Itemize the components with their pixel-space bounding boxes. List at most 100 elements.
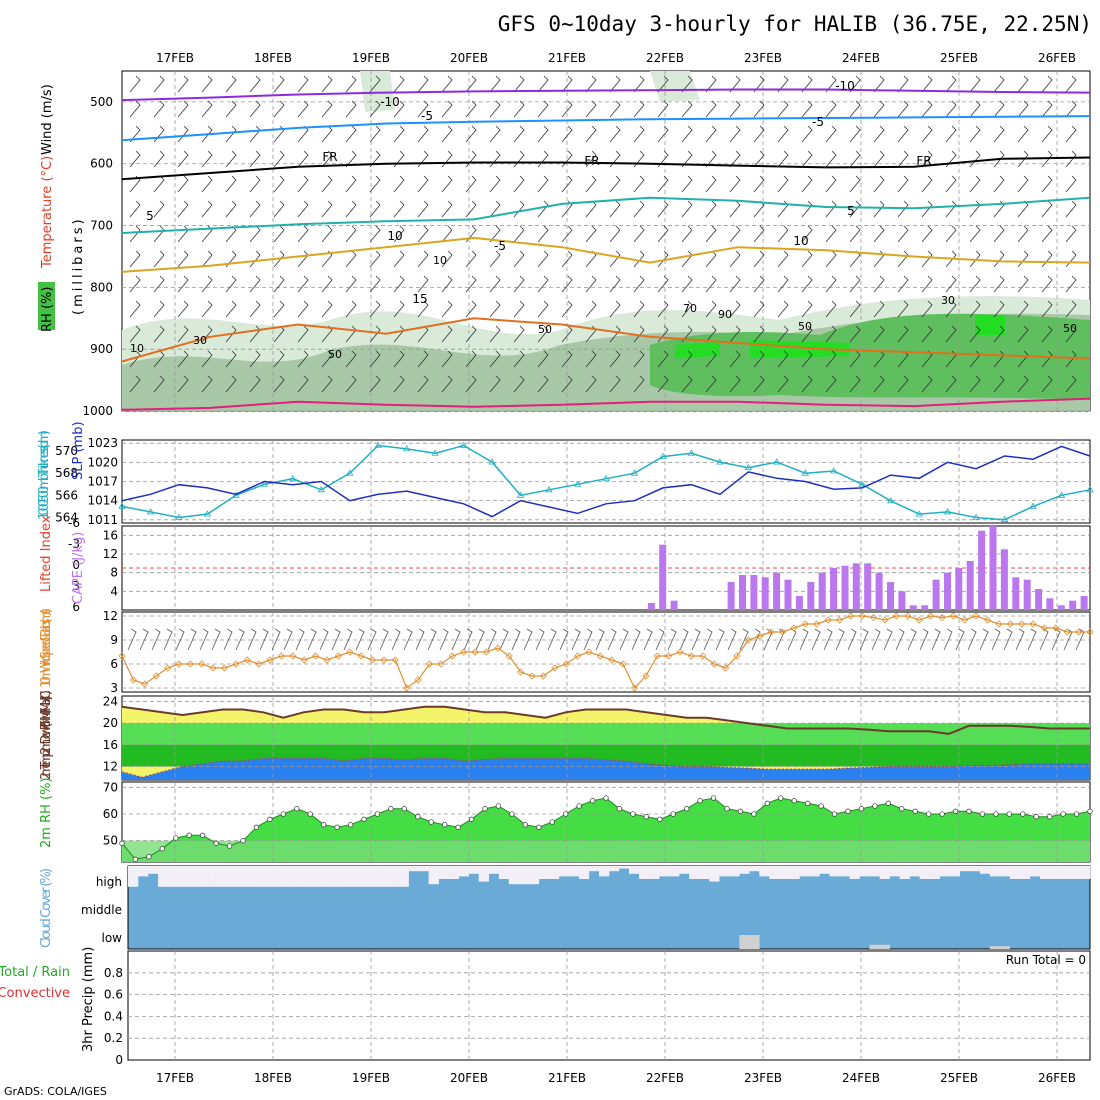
wind-barb xyxy=(585,175,597,193)
cape-bar-79 xyxy=(1023,579,1031,610)
wind-barb xyxy=(705,350,717,368)
wind-barb xyxy=(537,175,549,193)
wind-barb xyxy=(177,125,189,143)
wind-barb xyxy=(849,225,861,243)
wind10m-point-15 xyxy=(289,652,297,660)
wind-barb xyxy=(297,375,309,393)
thickness-point-5 xyxy=(260,480,269,487)
wind-barb xyxy=(657,375,669,393)
wind-barb xyxy=(393,175,405,193)
thickness-tick-564: 564 xyxy=(55,510,78,524)
wind-barb xyxy=(129,125,141,143)
wind10m-barb-51 xyxy=(739,628,749,651)
wind10m-point-12 xyxy=(255,660,263,668)
wind10m-barb-33 xyxy=(523,628,533,651)
wind-barb xyxy=(513,75,525,93)
cloud-high-clear-13 xyxy=(258,866,269,887)
wind-barb xyxy=(417,100,429,118)
wind-barb xyxy=(657,225,669,243)
wind10m-point-11 xyxy=(243,656,251,664)
wind-barb xyxy=(201,100,213,118)
cloud-high-clear-37 xyxy=(498,866,510,879)
slp-tick-1011: 1011 xyxy=(87,513,118,527)
thickness-point-4 xyxy=(232,491,240,498)
wind10m-tick-12: 12 xyxy=(103,609,118,623)
precip-tick-0: 0 xyxy=(115,1053,123,1067)
wind-barb xyxy=(729,125,741,143)
wind10m-barb-36 xyxy=(559,628,569,651)
wind-barb xyxy=(609,75,621,93)
cloud-level-high: high xyxy=(96,875,122,889)
cape-bar-67 xyxy=(887,582,894,610)
wind-barb xyxy=(297,275,309,293)
cape-li-ticks: 4 8 12 16 6 3 0 -3 -6 xyxy=(68,516,118,614)
cloud-high-clear-47 xyxy=(599,866,610,877)
wind-barb xyxy=(513,225,525,243)
thickness-point-14 xyxy=(516,491,525,498)
wind-barb xyxy=(633,250,645,268)
wind10m-point-53 xyxy=(722,664,730,672)
cloud-high-clear-1 xyxy=(138,866,149,877)
wind10m-point-33 xyxy=(494,644,502,652)
wind-barb xyxy=(273,150,285,168)
wind-barb xyxy=(729,375,741,393)
wind-barb xyxy=(225,175,237,193)
wind-barb xyxy=(897,225,909,243)
top-date-1: 18FEB xyxy=(254,51,292,65)
wind10m-barb-38 xyxy=(583,628,593,651)
wind-barb xyxy=(921,300,933,318)
wind10m-point-10 xyxy=(232,660,240,668)
rh2m-point-13 xyxy=(294,806,300,812)
thickness-point-25 xyxy=(830,467,838,474)
li-tick-4: -6 xyxy=(68,516,80,530)
wind-barb xyxy=(1041,350,1053,368)
wind10m-point-76 xyxy=(983,616,992,624)
wind-barb xyxy=(1041,225,1053,243)
rh2m-point-61 xyxy=(939,811,945,817)
wind-barb xyxy=(801,325,813,343)
rh2m-point-64 xyxy=(979,811,986,817)
wind-barb xyxy=(705,75,717,93)
wind-barb xyxy=(153,150,165,168)
rh2m-tick-50: 50 xyxy=(103,834,118,848)
cloud-high-clear-7 xyxy=(198,866,209,887)
rh2m-point-53 xyxy=(831,811,838,817)
contour-label-6: -10 xyxy=(835,79,855,93)
wind-barb xyxy=(369,300,381,318)
cloud-high-clear-40 xyxy=(528,866,540,885)
cloud-high-clear-48 xyxy=(609,866,620,872)
wind10m-point-41 xyxy=(585,648,593,656)
wind10m-point-72 xyxy=(938,614,946,622)
wind-barb xyxy=(609,125,621,143)
pressure-tick-500: 500 xyxy=(90,95,113,109)
rh2m-point-25 xyxy=(455,824,461,830)
wind-barb xyxy=(609,375,621,393)
rh2m-point-54 xyxy=(845,808,851,814)
wind-barb xyxy=(825,100,837,118)
contour-label-9: 5 xyxy=(847,204,855,218)
wind-barb xyxy=(513,325,525,343)
wind10m-barb-19 xyxy=(355,628,365,651)
wind-barb xyxy=(849,325,861,343)
wind10m-point-80 xyxy=(1029,620,1037,628)
rh-label-9: 50 xyxy=(1063,322,1077,335)
wind10m-barb-16 xyxy=(319,628,329,651)
wind-barb xyxy=(345,300,357,318)
wind10m-frame xyxy=(121,611,1091,693)
wind-barb xyxy=(729,325,741,343)
wind-barb xyxy=(681,300,693,318)
wind-barb xyxy=(777,125,789,143)
rh2m-point-35 xyxy=(589,798,596,804)
wind10m-barb-67 xyxy=(931,628,941,651)
wind10m-barb-43 xyxy=(643,628,653,651)
rh2m-point-65 xyxy=(993,811,999,817)
wind-barb xyxy=(225,100,237,118)
rh2m-point-44 xyxy=(710,795,717,801)
wind-barb xyxy=(561,350,573,368)
wind-barb xyxy=(297,75,309,93)
wind10m-barb-75 xyxy=(1027,628,1037,651)
wind-barb xyxy=(537,325,549,343)
wind10m-barbs xyxy=(127,628,1085,651)
wind-barb xyxy=(993,75,1005,93)
wind-barb xyxy=(177,275,189,293)
